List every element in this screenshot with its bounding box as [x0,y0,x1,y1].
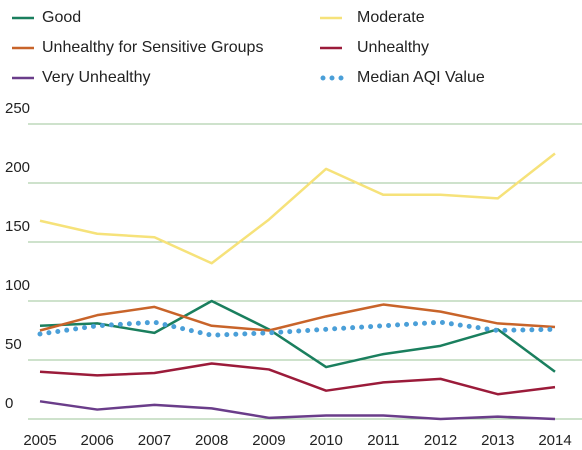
y-tick-label: 100 [5,277,30,294]
y-tick-label: 200 [5,159,30,176]
series-line [39,400,556,421]
series-line [39,303,556,332]
legend-label: Moderate [357,9,425,26]
series-line [39,299,556,373]
legend-label: Unhealthy for Sensitive Groups [42,39,263,56]
x-tick-label: 2009 [252,432,285,449]
y-tick-label: 150 [5,218,30,235]
x-tick-label: 2007 [138,432,171,449]
series-line [39,152,556,265]
x-tick-label: 2010 [309,432,342,449]
x-tick-label: 2006 [81,432,114,449]
legend-label: Very Unhealthy [42,69,151,86]
series-line [37,319,558,338]
x-tick-label: 2005 [23,432,56,449]
x-tick-label: 2012 [424,432,457,449]
legend-label: Unhealthy [357,39,429,56]
x-tick-label: 2011 [367,432,399,449]
y-tick-label: 250 [5,100,30,117]
y-tick-label: 0 [5,395,13,412]
legend-label: Median AQI Value [357,69,485,86]
x-tick-label: 2014 [538,432,571,449]
x-tick-label: 2008 [195,432,228,449]
x-tick-label: 2013 [481,432,514,449]
y-tick-label: 50 [5,336,22,353]
legend-label: Good [42,9,81,26]
series-line [39,362,556,396]
